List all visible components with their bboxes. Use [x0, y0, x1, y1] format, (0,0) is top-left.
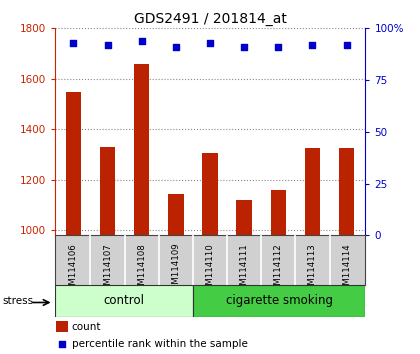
Point	[241, 44, 247, 50]
Point	[70, 40, 77, 46]
Bar	[134, 64, 150, 235]
Bar	[66, 92, 81, 235]
Point	[173, 44, 179, 50]
Point	[275, 44, 282, 50]
Text: GSM114107: GSM114107	[103, 243, 112, 296]
Bar	[236, 200, 252, 235]
Title: GDS2491 / 201814_at: GDS2491 / 201814_at	[134, 12, 286, 26]
Bar	[339, 148, 354, 235]
Bar	[193, 285, 365, 317]
Text: GSM114109: GSM114109	[171, 243, 180, 296]
Bar	[100, 147, 115, 235]
Bar	[55, 285, 193, 317]
Text: GSM114108: GSM114108	[137, 243, 146, 296]
Point	[59, 341, 66, 347]
Bar	[202, 153, 218, 235]
Bar	[270, 190, 286, 235]
Text: GSM114114: GSM114114	[342, 243, 351, 296]
Text: count: count	[72, 322, 101, 332]
Text: cigarette smoking: cigarette smoking	[226, 295, 333, 307]
Text: GSM114106: GSM114106	[69, 243, 78, 296]
Bar	[168, 194, 184, 235]
Text: control: control	[103, 295, 144, 307]
Bar	[56, 321, 68, 332]
Point	[104, 42, 111, 48]
Point	[343, 42, 350, 48]
Bar	[305, 148, 320, 235]
Point	[207, 40, 213, 46]
Text: GSM114112: GSM114112	[274, 243, 283, 296]
Text: GSM114110: GSM114110	[205, 243, 215, 296]
Text: GSM114111: GSM114111	[240, 243, 249, 296]
Text: percentile rank within the sample: percentile rank within the sample	[72, 339, 247, 349]
Point	[138, 38, 145, 44]
Point	[309, 42, 316, 48]
Text: stress: stress	[2, 296, 33, 306]
Text: GSM114113: GSM114113	[308, 243, 317, 296]
